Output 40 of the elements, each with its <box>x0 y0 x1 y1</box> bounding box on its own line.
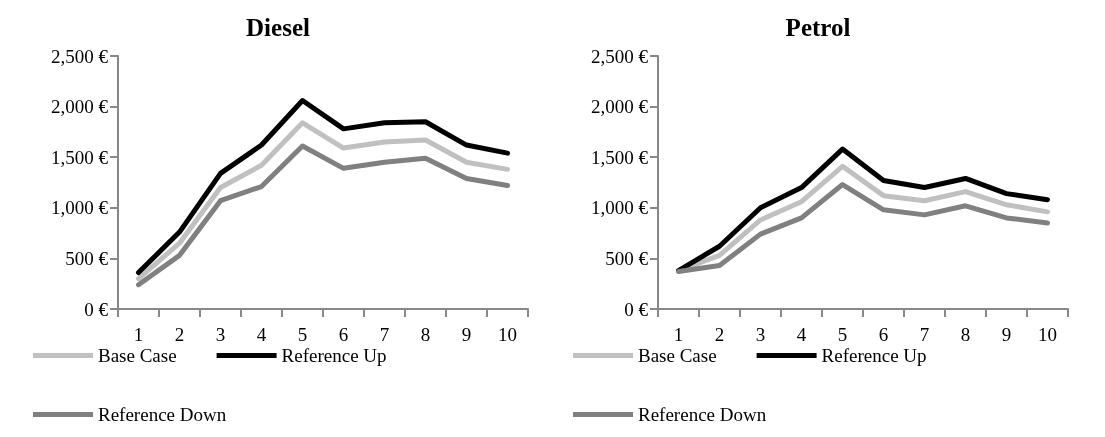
y-tick-label: 1,000 € <box>51 197 109 219</box>
y-tick-label: 1,000 € <box>591 197 649 219</box>
x-tick-label: 3 <box>215 324 226 345</box>
x-tick-label: 7 <box>379 324 390 345</box>
y-tick-label: 500 € <box>605 247 649 269</box>
x-tick-label: 8 <box>960 324 971 345</box>
legend-label: Reference Down <box>98 404 227 425</box>
x-tick-label: 1 <box>133 324 144 345</box>
x-tick-label: 6 <box>338 324 349 345</box>
legend-label: Base Case <box>638 345 717 366</box>
x-tick-label: 3 <box>755 324 766 345</box>
x-tick-label: 6 <box>878 324 889 345</box>
legend-label: Base Case <box>98 345 177 366</box>
x-tick-label: 9 <box>1001 324 1012 345</box>
y-tick-label: 2,000 € <box>591 96 649 118</box>
chart-title: Petrol <box>785 14 851 41</box>
x-tick-label: 5 <box>837 324 848 345</box>
x-tick-label: 10 <box>1038 324 1057 345</box>
y-tick-label: 0 € <box>624 298 649 320</box>
y-tick-label: 2,500 € <box>591 45 649 67</box>
legend-label: Reference Up <box>821 345 927 366</box>
x-tick-label: 4 <box>256 324 267 345</box>
y-tick-label: 1,500 € <box>51 146 109 168</box>
y-tick-label: 2,000 € <box>51 96 109 118</box>
x-tick-label: 2 <box>714 324 725 345</box>
x-tick-label: 10 <box>498 324 517 345</box>
x-tick-label: 1 <box>673 324 684 345</box>
chart-title: Diesel <box>246 14 310 41</box>
y-tick-label: 0 € <box>84 298 109 320</box>
x-tick-label: 8 <box>420 324 431 345</box>
x-tick-label: 4 <box>796 324 807 345</box>
y-tick-label: 500 € <box>65 247 109 269</box>
y-tick-label: 1,500 € <box>591 146 649 168</box>
legend-label: Reference Down <box>638 404 767 425</box>
x-tick-label: 2 <box>174 324 185 345</box>
x-tick-label: 9 <box>461 324 472 345</box>
x-tick-label: 5 <box>297 324 308 345</box>
y-tick-label: 2,500 € <box>51 45 109 67</box>
x-tick-label: 7 <box>919 324 930 345</box>
legend-label: Reference Up <box>281 345 387 366</box>
